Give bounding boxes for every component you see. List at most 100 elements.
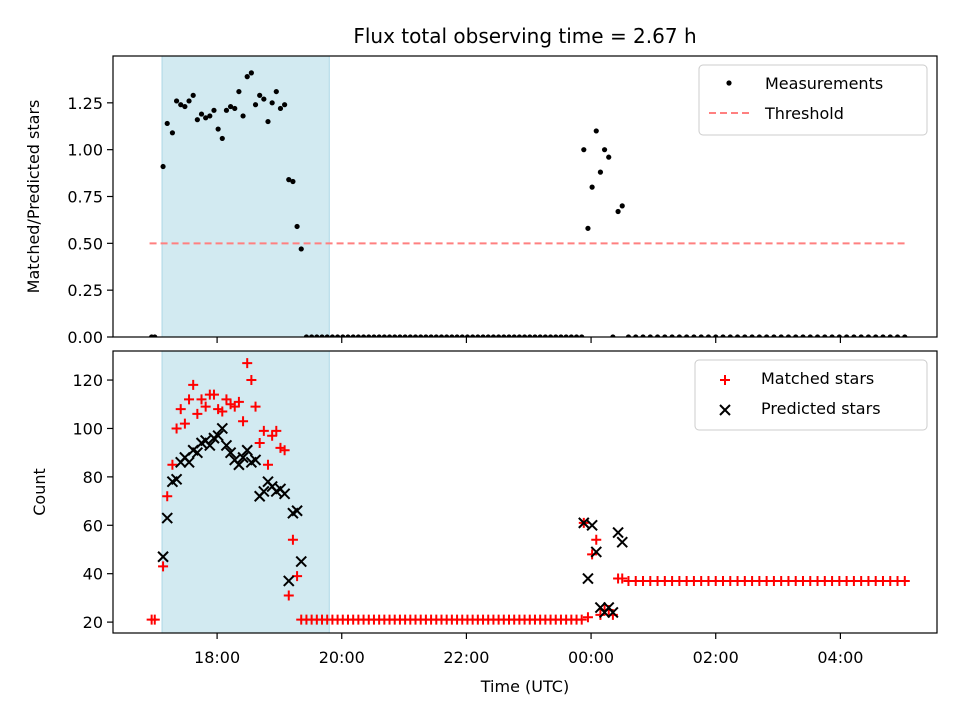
figure-title: Flux total observing time = 2.67 h: [353, 24, 696, 48]
matched-point: [271, 425, 282, 436]
matched-point: [576, 614, 587, 625]
measurement-point: [194, 117, 200, 123]
measurement-point: [227, 103, 234, 110]
measurement-point: [186, 98, 192, 104]
measurement-point: [691, 334, 697, 337]
measurement-point: [902, 334, 908, 337]
measurement-point: [734, 334, 741, 337]
measurement-point: [423, 334, 429, 337]
measurement-point: [785, 334, 792, 337]
measurement-point: [532, 334, 538, 337]
measurement-point: [402, 334, 408, 337]
y-tick-label: 1.00: [67, 141, 103, 160]
predicted-point: [237, 451, 249, 464]
measurement-point: [164, 120, 170, 127]
observing-span: [161, 56, 330, 337]
predicted-point: [157, 551, 169, 563]
measurement-point: [713, 334, 719, 337]
measurement-point: [647, 334, 653, 337]
measurement-point: [698, 334, 704, 337]
measurement-point: [793, 334, 799, 337]
x-axis-label: Time (UTC): [480, 677, 569, 696]
matched-point: [167, 459, 178, 470]
legend-label: Matched stars: [761, 369, 874, 388]
measurement-point: [433, 334, 439, 337]
predicted-point: [191, 446, 204, 459]
matched-point: [238, 416, 249, 427]
measurement-point: [355, 334, 361, 337]
matched-point: [617, 573, 628, 584]
predicted-point: [216, 422, 228, 435]
measurement-point: [152, 334, 158, 337]
measurement-point: [244, 74, 250, 80]
measurement-point: [294, 223, 300, 230]
measurement-point: [211, 107, 217, 113]
matched-point: [196, 394, 207, 405]
matched-point: [246, 375, 257, 386]
measurement-point: [749, 334, 755, 337]
y-axis-label: Count: [30, 468, 49, 516]
x-tick-label: 20:00: [319, 648, 365, 667]
measurement-point: [257, 92, 263, 98]
measurement-point: [553, 334, 559, 337]
matched-point: [233, 396, 244, 407]
matched-point: [175, 404, 186, 415]
measurement-point: [324, 334, 330, 337]
matched-point: [217, 406, 228, 417]
measurement-point: [160, 163, 166, 170]
measurement-point: [248, 70, 254, 76]
measurement-point: [232, 105, 238, 112]
measurement-point: [568, 334, 574, 337]
measurement-point: [428, 334, 434, 337]
predicted-point: [291, 505, 303, 517]
measurement-point: [865, 334, 872, 337]
measurement-point: [836, 334, 842, 337]
measurement-point: [449, 334, 455, 337]
matched-point: [192, 408, 203, 419]
measurement-point: [822, 334, 828, 337]
measurement-point: [252, 102, 259, 108]
measurement-point: [340, 334, 346, 337]
measurement-point: [366, 334, 372, 337]
measurement-point: [720, 334, 726, 337]
matched-point: [149, 614, 160, 625]
measurement-point: [542, 334, 548, 337]
x-tick-label: 02:00: [693, 648, 739, 667]
measurement-point: [290, 178, 296, 185]
matched-point: [262, 459, 273, 470]
measurement-point: [286, 177, 292, 183]
predicted-point: [612, 526, 624, 539]
measurement-point: [581, 147, 587, 153]
matched-point: [587, 549, 598, 560]
measurement-point: [593, 128, 599, 134]
y-tick-label: 40: [83, 565, 103, 584]
matched-point: [250, 401, 261, 412]
measurement-point: [444, 334, 450, 337]
measurement-point: [501, 334, 507, 337]
measurement-point: [558, 334, 564, 337]
measurement-point: [873, 334, 879, 337]
measurement-point: [579, 334, 585, 337]
measurement-point: [563, 334, 569, 337]
matched-point: [899, 575, 910, 586]
measurement-point: [527, 334, 533, 337]
measurement-point: [597, 169, 604, 175]
plot-area: [146, 351, 910, 633]
y-tick-label: 0.00: [67, 328, 103, 347]
matched-point: [591, 534, 602, 545]
measurement-point: [319, 334, 325, 337]
predicted-point: [220, 439, 233, 452]
measurement-point: [764, 334, 770, 337]
matched-point: [188, 379, 199, 390]
y-tick-label: 1.25: [67, 94, 103, 113]
legend-label: Threshold: [764, 104, 844, 123]
measurement-point: [314, 334, 320, 337]
matched-point: [258, 425, 269, 436]
predicted-point: [170, 473, 183, 485]
measurement-point: [265, 118, 271, 125]
measurement-point: [207, 113, 213, 119]
measurement-point: [521, 334, 528, 337]
measurement-point: [329, 334, 336, 337]
measurement-point: [851, 334, 857, 337]
predicted-point: [204, 439, 216, 452]
